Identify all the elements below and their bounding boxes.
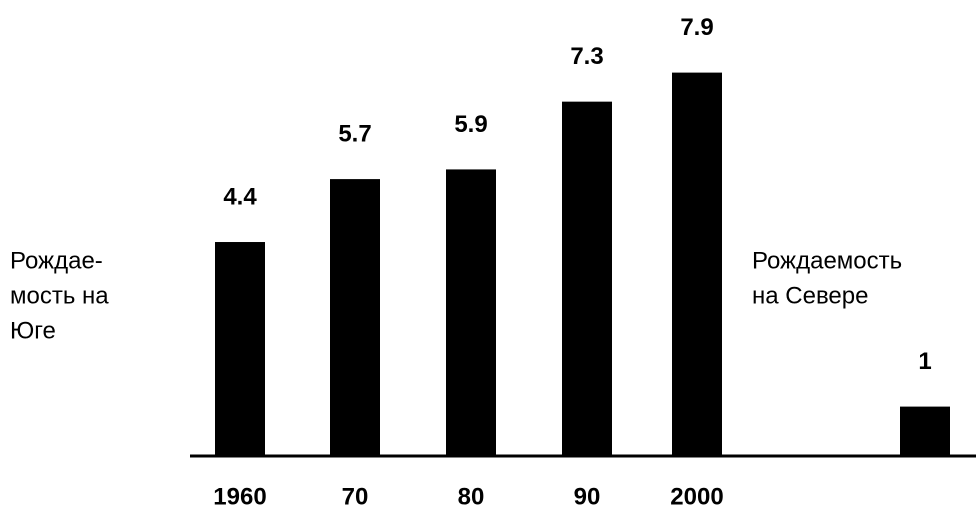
bar (672, 72, 722, 455)
south-label: Рождае- (10, 247, 103, 274)
bar (330, 179, 380, 455)
north-label: на Севере (752, 282, 868, 309)
value-label: 4.4 (223, 183, 257, 210)
x-tick-label: 2000 (670, 483, 723, 510)
x-tick-label: 90 (574, 483, 601, 510)
north-label: Рождаемость (752, 247, 902, 274)
bar (215, 242, 265, 455)
south-label: мость на (10, 282, 109, 309)
bar (446, 169, 496, 455)
value-label: 1 (918, 348, 931, 375)
south-label: Юге (10, 317, 56, 344)
value-label: 7.9 (680, 14, 713, 41)
bar (562, 101, 612, 456)
value-label: 5.9 (454, 111, 487, 138)
x-tick-label: 1960 (213, 483, 266, 510)
value-label: 7.3 (570, 43, 603, 70)
bar (900, 406, 950, 455)
value-label: 5.7 (338, 120, 371, 147)
x-tick-label: 70 (342, 483, 369, 510)
x-tick-label: 80 (458, 483, 485, 510)
